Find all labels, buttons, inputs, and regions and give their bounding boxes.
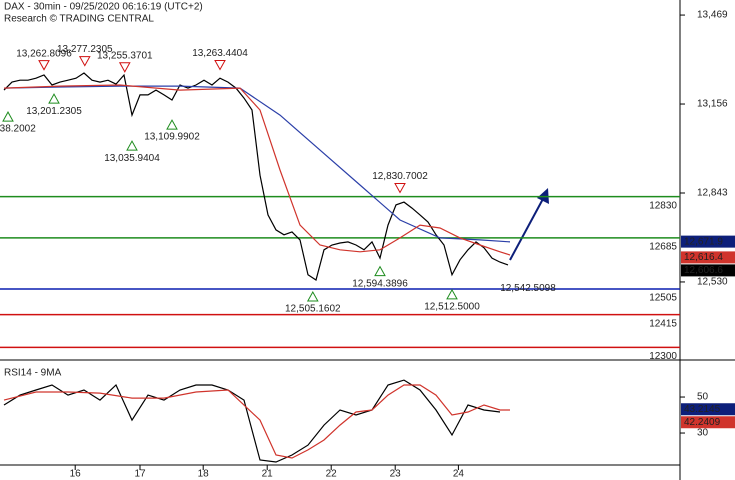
- high-marker: [118, 62, 131, 73]
- low-label: 13,138.2002: [0, 124, 36, 135]
- level-label: 12505: [649, 293, 677, 304]
- level-label: 12415: [649, 318, 677, 329]
- x-tick-label: 21: [262, 469, 274, 480]
- price-line: [3, 84, 511, 256]
- low-label: 12,512.5000: [424, 302, 480, 313]
- high-label: 13,255.3701: [97, 50, 153, 61]
- forecast-arrow: [509, 196, 545, 261]
- price-line: [3, 72, 509, 281]
- low-label: 12,505.1602: [285, 304, 341, 315]
- low-marker: [306, 290, 319, 302]
- y-tick-label: 13,156: [697, 99, 728, 110]
- rsi-label: RSI14 - 9MA: [4, 368, 62, 379]
- last-value-label: 42.2409: [684, 417, 721, 428]
- x-tick-label: 22: [326, 469, 338, 480]
- high-marker: [78, 56, 91, 67]
- low-marker: [166, 119, 178, 130]
- high-marker: [214, 59, 226, 71]
- high-label: 13,277.2305: [57, 44, 113, 55]
- y-tick-label: 12,843: [697, 188, 728, 199]
- y-tick-label: 12,530: [697, 277, 728, 288]
- x-tick-label: 23: [390, 469, 402, 480]
- x-tick-label: 16: [70, 469, 82, 480]
- last-value-label: 12,616.4: [684, 252, 723, 263]
- last-value-box: [681, 403, 735, 416]
- high-label: 12,830.7002: [372, 171, 428, 182]
- last-value-label: 12,606.6: [684, 265, 723, 276]
- low-marker: [126, 140, 138, 151]
- low-marker: [446, 288, 458, 300]
- last-value-label: 12,671.9: [684, 236, 723, 247]
- level-label: 12685: [649, 242, 677, 253]
- last-value-box: [681, 235, 735, 248]
- low-label: 13,201.2305: [26, 106, 82, 117]
- x-tick-label: 24: [453, 469, 465, 480]
- high-label: 13,263.4404: [192, 48, 248, 59]
- low-marker: [374, 265, 386, 277]
- high-label: 13,262.8096: [16, 48, 72, 59]
- last-value-box: [681, 264, 735, 277]
- low-label: 13,109.9902: [144, 132, 200, 143]
- rsi-line: [3, 379, 501, 463]
- high-marker: [38, 60, 50, 71]
- low-marker: [2, 111, 14, 122]
- note-label: 12,542.5098: [500, 283, 556, 294]
- rsi-line: [3, 384, 510, 459]
- high-marker: [394, 182, 406, 194]
- last-value-label: 43.2145: [684, 404, 721, 415]
- low-marker: [48, 93, 60, 104]
- level-label: 12300: [649, 351, 677, 362]
- chart-title: DAX - 30min - 09/25/2020 06:16:19 (UTC+2…: [4, 2, 203, 13]
- x-tick-label: 18: [198, 469, 210, 480]
- x-tick-label: 17: [134, 469, 146, 480]
- y-tick-label: 13,469: [697, 10, 728, 21]
- last-value-box: [681, 416, 735, 429]
- price-line: [3, 85, 511, 243]
- rsi-tick-label: 50: [697, 392, 709, 403]
- last-value-box: [681, 251, 735, 264]
- low-label: 12,594.3896: [352, 278, 408, 289]
- chart-subtitle: Research © TRADING CENTRAL: [4, 14, 154, 25]
- rsi-tick-label: 30: [697, 428, 709, 439]
- low-label: 13,035.9404: [104, 153, 160, 164]
- level-label: 12830: [649, 200, 677, 211]
